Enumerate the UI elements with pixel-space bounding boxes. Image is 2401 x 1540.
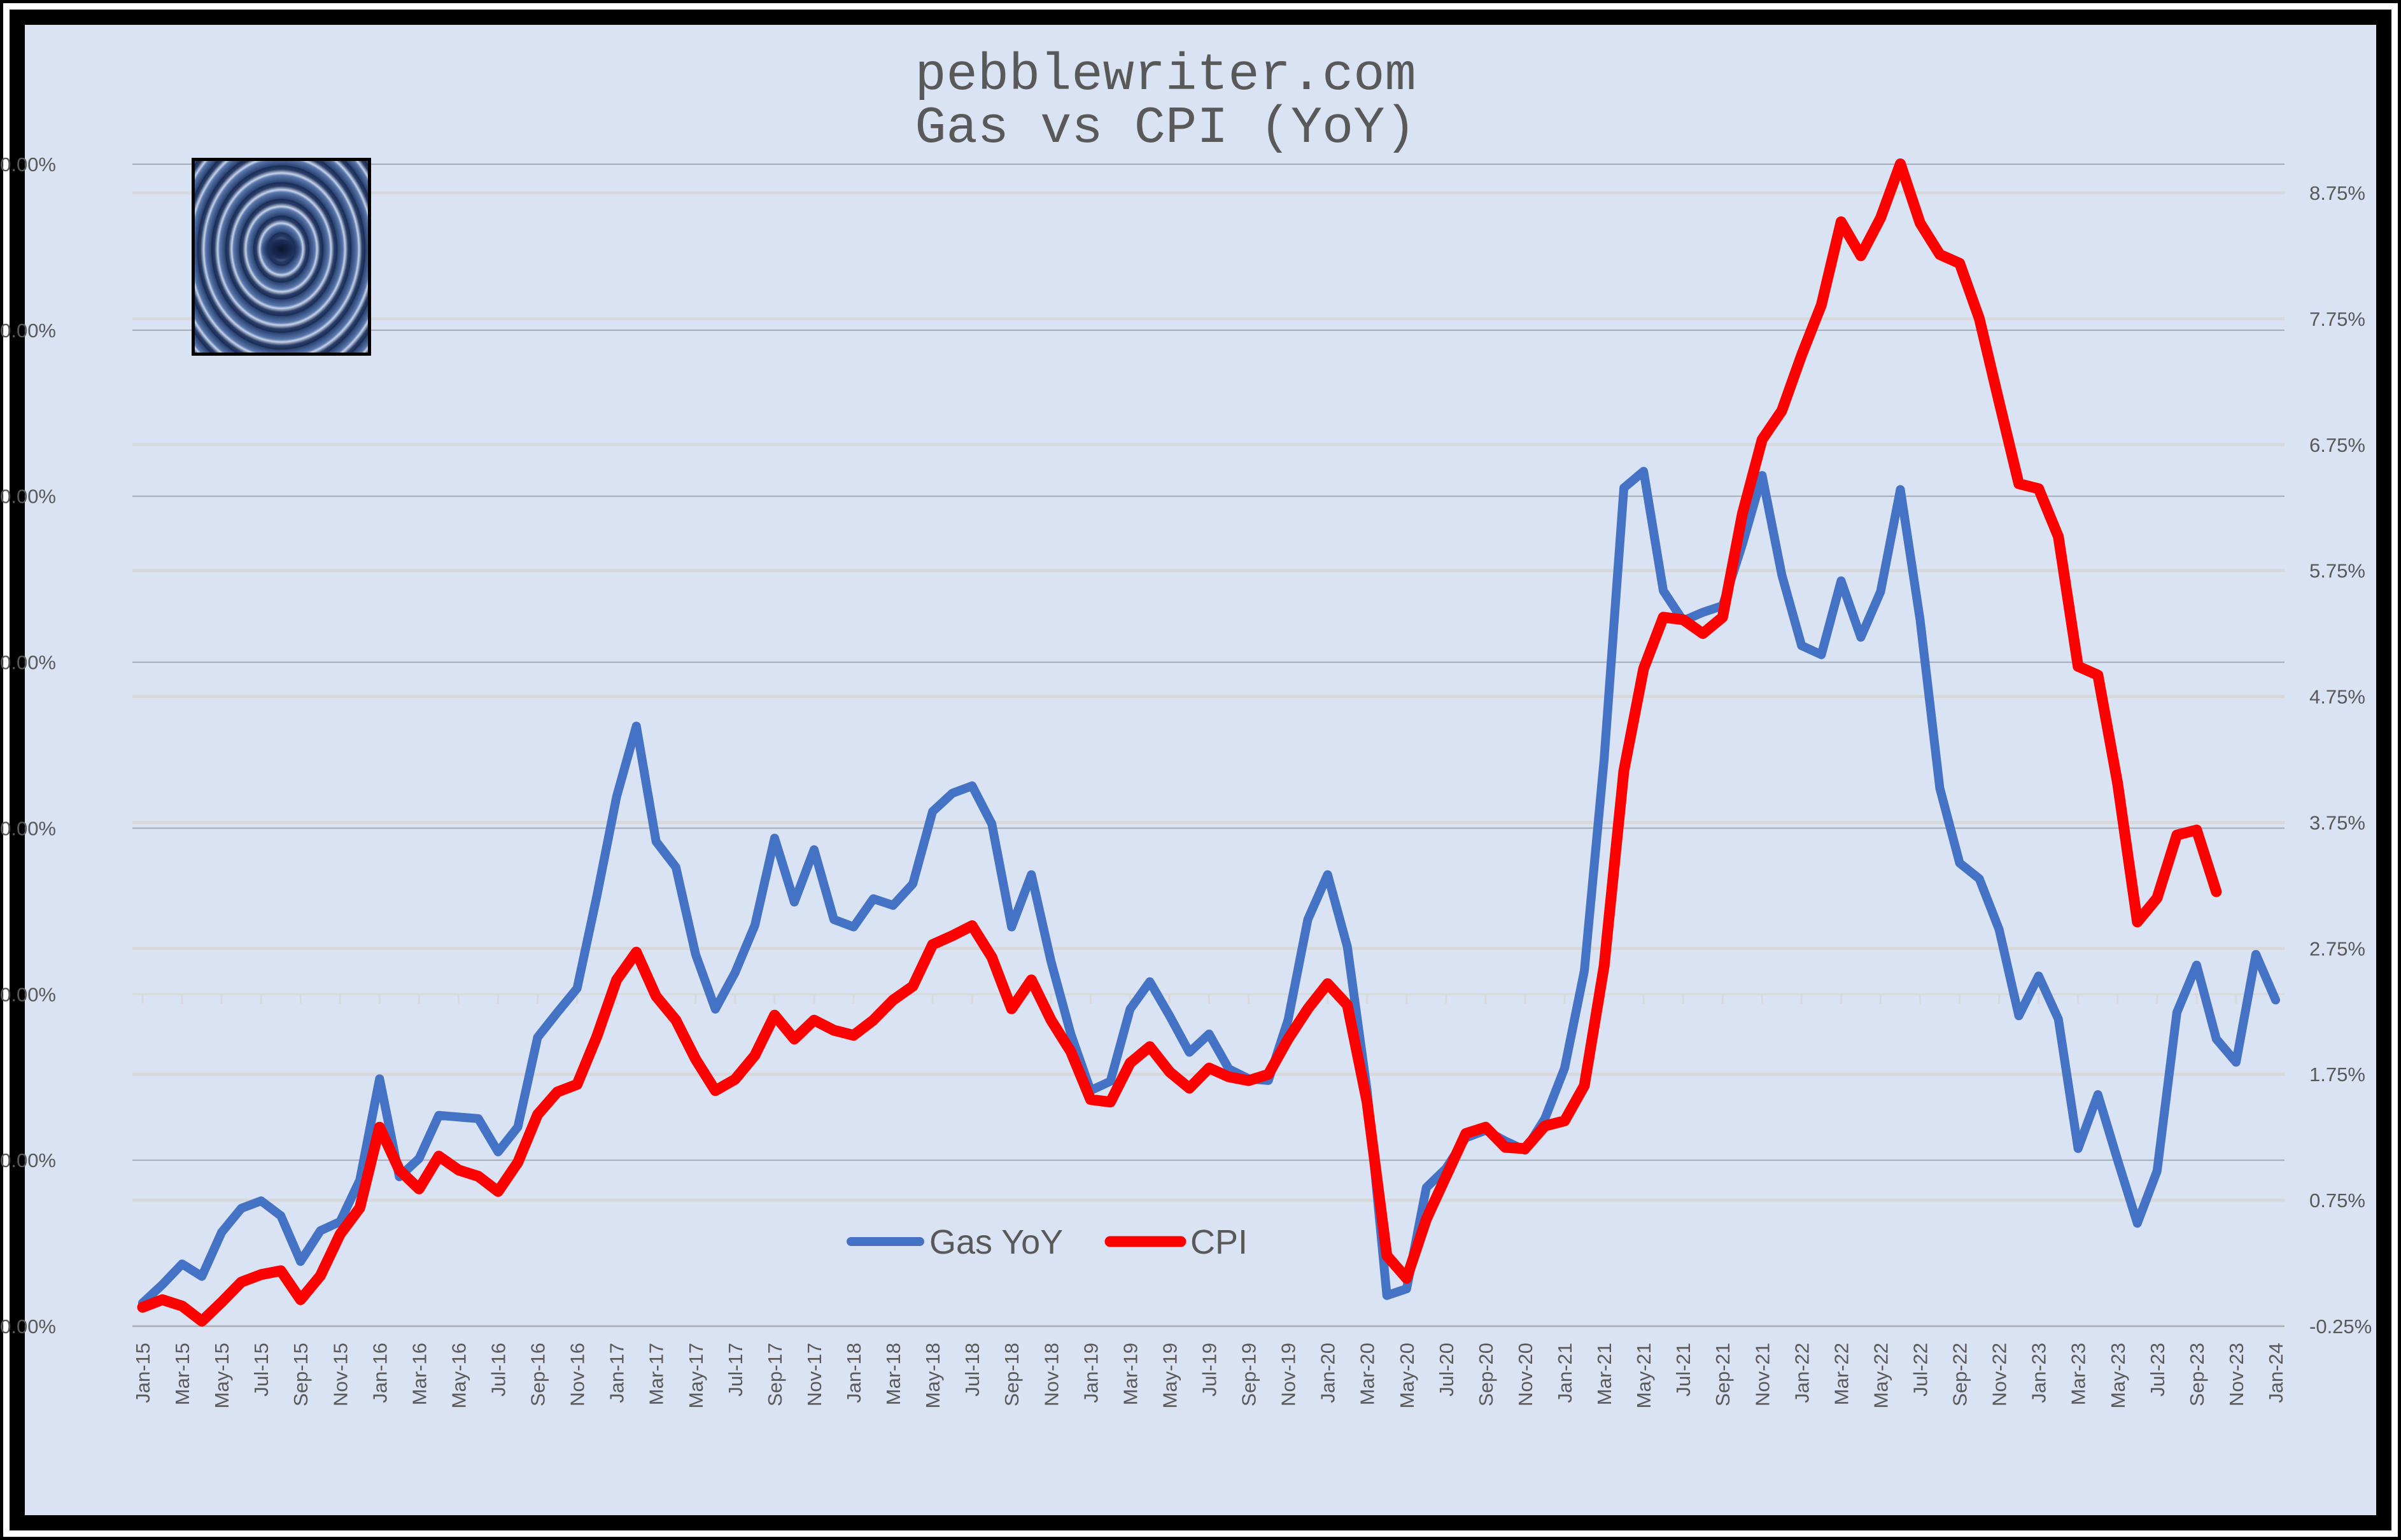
gas-yoy-line (138, 466, 2280, 1308)
x-axis-tick-label: Sep-15 (290, 1343, 312, 1406)
x-axis-tick-label: Mar-17 (645, 1343, 668, 1405)
x-axis-tick-label: Sep-16 (527, 1343, 549, 1406)
right-axis-tick-label: 2.75% (2309, 937, 2365, 960)
x-axis-tick-label: Mar-19 (1119, 1343, 1141, 1405)
x-axis-tick-label: Sep-21 (1712, 1343, 1734, 1406)
x-axis-tick-label: May-22 (1869, 1343, 1892, 1408)
chart-title-line-1: pebblewriter.com (915, 46, 1416, 105)
x-axis-tick-label: Jan-24 (2265, 1343, 2287, 1403)
x-axis-tick-label: Nov-19 (1278, 1343, 1300, 1406)
left-axis-tick-label: 60.00% (0, 486, 56, 508)
right-axis-tick-label: -0.25% (2309, 1315, 2372, 1338)
x-axis-tick-label: May-19 (1158, 1343, 1181, 1408)
x-axis-tick-label: Mar-16 (408, 1343, 430, 1405)
x-axis-tick-label: Mar-22 (1830, 1343, 1852, 1405)
x-axis-tick-label: Nov-18 (1040, 1343, 1062, 1406)
x-axis-tick-label: Jul-18 (961, 1343, 983, 1396)
right-axis-tick-label: 1.75% (2309, 1063, 2365, 1086)
x-axis-tick-label: Mar-15 (171, 1343, 194, 1405)
chart-area (10, 10, 2391, 1530)
x-axis-tick-label: Nov-16 (567, 1343, 589, 1406)
x-axis-tick-label: Nov-22 (1989, 1343, 2011, 1406)
x-axis-tick-label: Jul-15 (250, 1343, 272, 1396)
x-axis-tick-label: Jul-19 (1199, 1343, 1221, 1396)
pebble-ripple-logo (192, 158, 371, 356)
x-axis-tick-label: May-18 (922, 1343, 944, 1408)
x-axis-tick-label: Jul-17 (724, 1343, 747, 1396)
legend-cpi-label: CPI (1190, 1223, 1248, 1261)
x-axis-tick-label: Jan-16 (369, 1343, 391, 1403)
x-axis-tick-label: May-16 (447, 1343, 470, 1408)
left-axis-tick-label: 80.00% (0, 319, 56, 342)
right-axis-tick-label: 7.75% (2309, 308, 2365, 330)
x-axis-tick-label: Jan-15 (132, 1343, 154, 1403)
x-axis-tick-label: May-20 (1396, 1343, 1418, 1408)
x-axis-tick-label: May-15 (211, 1343, 233, 1408)
x-axis-tick-label: Sep-23 (2186, 1343, 2208, 1406)
right-axis-tick-label: 3.75% (2309, 811, 2365, 834)
right-axis-tick-label: 6.75% (2309, 434, 2365, 456)
left-axis-tick-label: -20.00% (0, 1149, 56, 1172)
x-axis-tick-label: May-21 (1633, 1343, 1655, 1408)
x-axis-tick-label: Jan-20 (1317, 1343, 1339, 1403)
x-axis-tick-label: Jan-22 (1791, 1343, 1813, 1403)
x-axis-tick-label: Sep-22 (1949, 1343, 1971, 1406)
x-axis-tick-label: Nov-20 (1514, 1343, 1537, 1406)
right-axis-tick-label: 8.75% (2309, 182, 2365, 204)
x-axis-tick-label: Jan-18 (843, 1343, 865, 1403)
x-axis-tick-label: Mar-21 (1593, 1343, 1616, 1405)
x-axis-tick-label: Sep-20 (1475, 1343, 1497, 1406)
left-axis-tick-label: 40.00% (0, 652, 56, 674)
right-axis-tick-label: 0.75% (2309, 1189, 2365, 1212)
x-axis-tick-label: Nov-15 (329, 1343, 351, 1406)
left-axis-tick-label: 20.00% (0, 817, 56, 839)
right-axis-tick-label: 4.75% (2309, 686, 2365, 708)
x-axis-tick-label: Mar-20 (1356, 1343, 1379, 1405)
x-axis-tick-label: Jul-16 (488, 1343, 510, 1396)
left-axis-tick-label: -40.00% (0, 1315, 56, 1338)
x-axis-tick-label: Jul-21 (1672, 1343, 1694, 1396)
x-axis-tick-label: Jan-17 (606, 1343, 628, 1403)
x-axis-tick-label: May-23 (2107, 1343, 2129, 1408)
legend-gas-label: Gas YoY (929, 1223, 1063, 1261)
left-axis-tick-label: 100.00% (0, 153, 56, 176)
left-axis-tick-label: 0.00% (0, 983, 56, 1005)
x-axis-tick-label: Nov-23 (2225, 1343, 2248, 1406)
x-axis-tick-label: Jul-20 (1435, 1343, 1458, 1396)
x-axis-tick-label: Jul-23 (2146, 1343, 2169, 1396)
legend: Gas YoY CPI (847, 1223, 1248, 1261)
x-axis-tick-label: May-17 (685, 1343, 707, 1408)
x-axis-tick-label: Sep-19 (1238, 1343, 1260, 1406)
x-axis-tick-label: Mar-23 (2067, 1343, 2090, 1405)
x-axis-tick-label: Jan-21 (1554, 1343, 1576, 1403)
x-axis-tick-label: Nov-21 (1751, 1343, 1773, 1406)
x-axis-tick-label: Jul-22 (1910, 1343, 1932, 1396)
chart-title-line-2: Gas vs CPI (YoY) (915, 99, 1416, 158)
right-axis-tick-label: 5.75% (2309, 560, 2365, 582)
x-axis-tick-label: Nov-17 (803, 1343, 826, 1406)
x-axis-tick-label: Mar-18 (882, 1343, 905, 1405)
x-axis-tick-label: Sep-18 (1001, 1343, 1023, 1406)
cpi-line (137, 158, 2222, 1327)
x-axis-tick-label: Jan-23 (2028, 1343, 2050, 1403)
x-axis-tick-label: Jan-19 (1080, 1343, 1102, 1403)
x-axis-tick-label: Sep-17 (764, 1343, 786, 1406)
